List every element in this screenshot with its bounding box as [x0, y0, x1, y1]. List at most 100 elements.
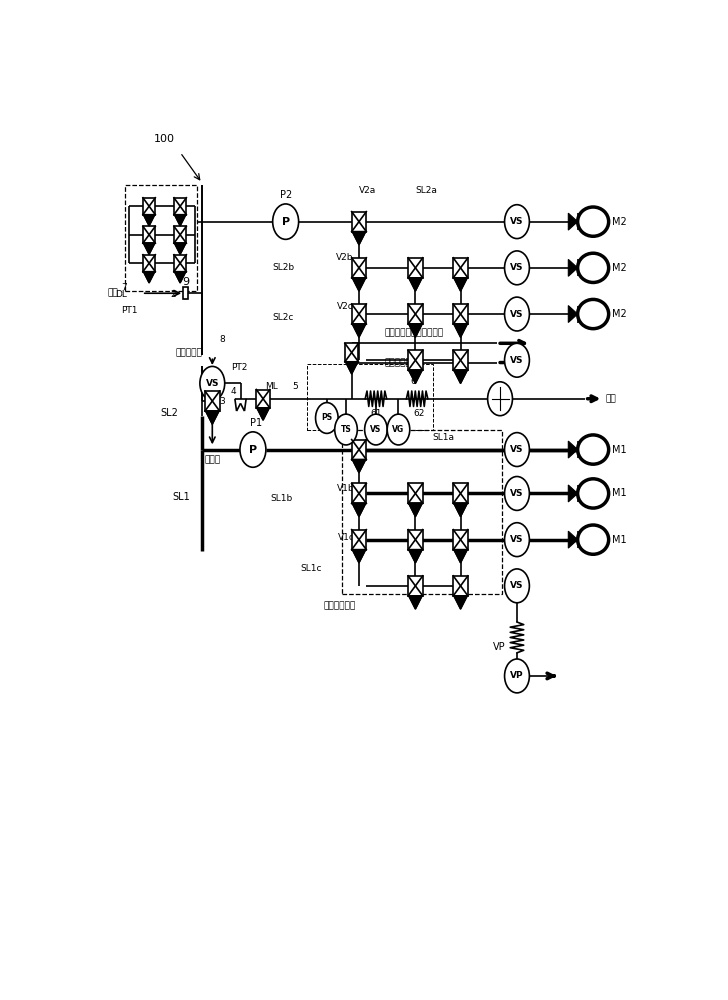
Text: VS: VS	[510, 310, 523, 319]
Text: 3: 3	[220, 397, 226, 406]
Text: 稀释用气体: 稀释用气体	[175, 348, 202, 357]
Polygon shape	[143, 272, 154, 283]
Bar	[352, 530, 366, 550]
Text: VS: VS	[510, 217, 523, 226]
Circle shape	[335, 414, 357, 445]
Bar	[306, 364, 433, 430]
Polygon shape	[346, 362, 357, 374]
Text: VS: VS	[510, 535, 523, 544]
Bar	[408, 483, 423, 503]
Circle shape	[365, 414, 387, 445]
Bar	[174, 198, 186, 215]
Text: V1c: V1c	[339, 533, 355, 542]
Polygon shape	[454, 324, 467, 337]
Polygon shape	[454, 550, 467, 563]
Circle shape	[505, 343, 529, 377]
Ellipse shape	[577, 207, 609, 236]
Text: 排液管: 排液管	[205, 455, 221, 464]
Polygon shape	[409, 550, 422, 563]
Circle shape	[505, 569, 529, 603]
Circle shape	[505, 477, 529, 510]
Text: 62: 62	[414, 409, 425, 418]
Bar	[352, 212, 366, 232]
Circle shape	[505, 297, 529, 331]
Bar	[352, 440, 366, 460]
Circle shape	[505, 523, 529, 557]
Bar	[143, 226, 155, 243]
Ellipse shape	[577, 435, 609, 464]
Polygon shape	[454, 278, 467, 291]
Text: ML: ML	[265, 382, 278, 391]
Bar	[174, 226, 186, 243]
Polygon shape	[409, 278, 422, 291]
Ellipse shape	[577, 479, 609, 508]
Text: V2a: V2a	[359, 186, 376, 195]
Text: VP: VP	[493, 642, 506, 652]
Text: SL1: SL1	[172, 492, 190, 502]
Circle shape	[505, 433, 529, 466]
Text: DL: DL	[115, 290, 127, 299]
Bar	[352, 258, 366, 278]
Polygon shape	[352, 550, 365, 563]
Text: 排气: 排气	[606, 394, 617, 403]
Polygon shape	[569, 441, 577, 458]
Ellipse shape	[577, 525, 609, 554]
Polygon shape	[143, 243, 154, 254]
Circle shape	[505, 251, 529, 285]
Bar	[183, 287, 188, 299]
Circle shape	[315, 403, 338, 433]
Circle shape	[387, 414, 410, 445]
Text: 6: 6	[411, 377, 416, 386]
Text: VS: VS	[510, 489, 523, 498]
Text: 5: 5	[293, 382, 298, 391]
Bar	[143, 255, 155, 272]
Polygon shape	[352, 278, 365, 291]
Text: （袋分析用）去往分析仪: （袋分析用）去往分析仪	[384, 328, 443, 337]
Text: V2c: V2c	[336, 302, 353, 311]
Text: VS: VS	[510, 263, 523, 272]
Circle shape	[240, 432, 266, 467]
Polygon shape	[569, 259, 577, 276]
Text: VG: VG	[392, 425, 405, 434]
Text: V1b: V1b	[337, 484, 355, 493]
Bar	[125, 185, 197, 291]
Text: M2: M2	[612, 263, 627, 273]
Polygon shape	[175, 215, 186, 226]
Bar	[256, 389, 270, 408]
Text: VS: VS	[205, 379, 219, 388]
Text: M2: M2	[612, 217, 627, 227]
Text: SL2c: SL2c	[273, 313, 294, 322]
Bar	[408, 258, 423, 278]
Text: SL1a: SL1a	[432, 433, 454, 442]
Text: 61: 61	[370, 409, 381, 418]
Text: PT1: PT1	[121, 306, 138, 315]
Text: V2b: V2b	[336, 253, 353, 262]
Text: VS: VS	[510, 445, 523, 454]
Text: 8: 8	[220, 335, 226, 344]
Bar	[408, 304, 423, 324]
Bar	[408, 576, 423, 596]
Text: 7: 7	[121, 283, 127, 292]
Bar	[454, 350, 468, 370]
Text: 100: 100	[154, 134, 175, 144]
Text: PT2: PT2	[231, 363, 248, 372]
Text: P: P	[282, 217, 290, 227]
Text: M2: M2	[612, 309, 627, 319]
Text: VS: VS	[510, 581, 523, 590]
Polygon shape	[409, 596, 422, 609]
Text: SL2a: SL2a	[416, 186, 438, 195]
Polygon shape	[569, 531, 577, 548]
Bar	[454, 530, 468, 550]
Polygon shape	[257, 408, 269, 420]
Polygon shape	[569, 213, 577, 230]
Bar	[342, 430, 502, 594]
Circle shape	[200, 366, 225, 400]
Bar	[174, 255, 186, 272]
Text: VP: VP	[510, 671, 523, 680]
Text: TS: TS	[341, 425, 352, 434]
Ellipse shape	[577, 253, 609, 282]
Polygon shape	[206, 411, 219, 424]
Text: 4: 4	[231, 387, 237, 396]
Text: P: P	[249, 445, 257, 455]
Bar	[454, 576, 468, 596]
